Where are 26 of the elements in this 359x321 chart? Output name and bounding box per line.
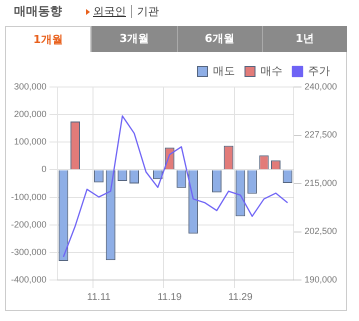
x-tick-label: 11.11 xyxy=(87,292,112,303)
text: 3개월 xyxy=(91,26,176,52)
legend-label: 매도 xyxy=(213,66,235,78)
text: 6개월 xyxy=(176,26,262,52)
y-tick-label: 200,000 xyxy=(14,109,47,120)
y2-tick-label: 215,000 xyxy=(304,178,338,188)
y2-tick-label: 190,000 xyxy=(304,274,338,284)
y-tick-label: -100,000 xyxy=(11,192,47,202)
text: 1개월 xyxy=(5,26,92,52)
y2-tick-label: 240,000 xyxy=(304,81,338,92)
y-tick-label: 300,000 xyxy=(14,81,47,92)
y2-tick-label: 227,500 xyxy=(304,130,338,140)
y-tick-label: -300,000 xyxy=(11,246,47,257)
y-tick-label: 0 xyxy=(42,164,47,174)
text: 외국인 xyxy=(93,5,126,18)
y-tick-label: -400,000 xyxy=(11,274,47,284)
legend-label: 매수 xyxy=(260,66,282,78)
y2-tick-label: 202,500 xyxy=(304,226,338,236)
y-tick-label: -200,000 xyxy=(11,219,47,230)
x-tick-label: 11.29 xyxy=(228,292,253,303)
text: 1년 xyxy=(262,26,347,52)
chart-title: 매매동향 xyxy=(14,3,62,20)
text: 기관 xyxy=(131,5,159,18)
y-tick-label: 100,000 xyxy=(14,136,47,147)
x-tick-label: 11.19 xyxy=(157,292,182,303)
legend-label: 주가 xyxy=(308,66,330,78)
